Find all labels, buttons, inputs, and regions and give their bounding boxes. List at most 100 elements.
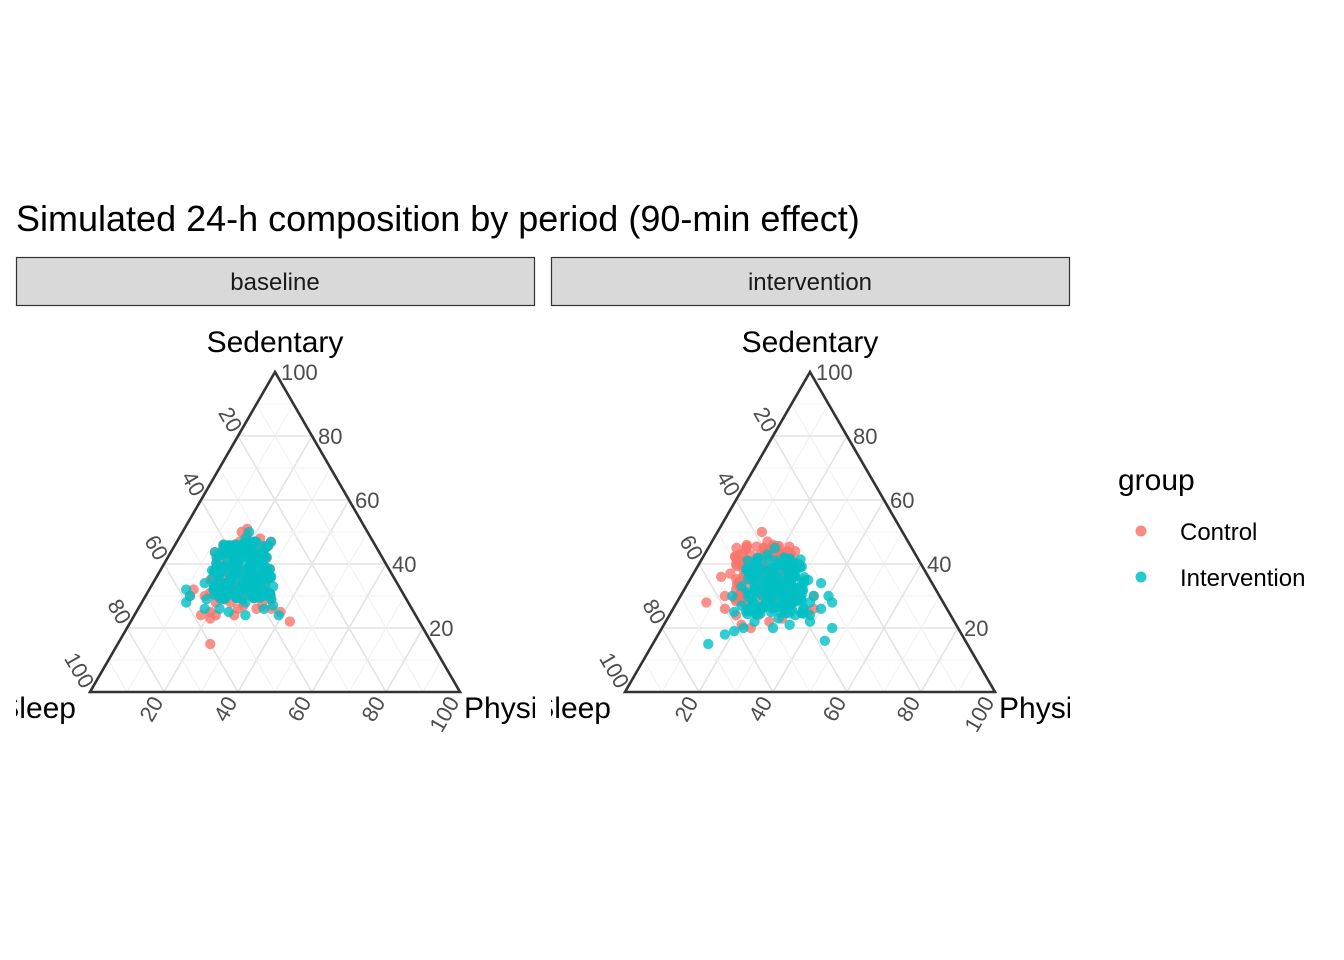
facet-strip-label-intervention: intervention — [748, 269, 872, 296]
data-point-intervention — [782, 589, 793, 601]
data-point-intervention — [223, 606, 234, 618]
data-point-intervention — [223, 589, 235, 600]
ternary-panel-baseline: 202020404040606060808080100100100Sedenta… — [0, 326, 535, 736]
axis-title-sedentary: Sedentary — [207, 326, 344, 359]
data-point-control — [731, 573, 742, 585]
data-point-control — [719, 603, 731, 614]
gridline-physical-activity — [422, 659, 442, 693]
gridline-sleep — [108, 659, 128, 693]
data-point-intervention — [769, 542, 781, 554]
data-point-control — [751, 541, 762, 552]
axis-title-sleep: Sleep — [0, 692, 76, 725]
tick-label-physical-activity: 100 — [959, 692, 999, 736]
data-point-intervention — [761, 594, 772, 606]
data-point-intervention — [229, 539, 241, 550]
data-point-intervention — [789, 570, 801, 582]
data-point-intervention — [764, 576, 775, 587]
data-point-intervention — [231, 559, 242, 570]
gridline-physical-activity — [274, 531, 368, 693]
tick-label-physical-activity: 80 — [356, 692, 390, 726]
gridline-sleep — [256, 403, 424, 693]
data-point-intervention — [815, 578, 827, 589]
tick-label-sedentary: 100 — [281, 360, 318, 385]
tick-label-physical-activity: 20 — [669, 692, 703, 726]
data-point-intervention — [258, 603, 270, 614]
data-point-intervention — [762, 567, 774, 579]
gridline-sleep — [219, 467, 350, 693]
gridline-physical-activity — [126, 403, 294, 693]
legend-title: group — [1118, 464, 1195, 497]
data-point-intervention — [181, 597, 192, 608]
data-point-intervention — [239, 582, 251, 594]
data-point-intervention — [784, 619, 795, 630]
gridline-physical-activity — [348, 595, 405, 693]
tick-label-physical-activity: 40 — [743, 692, 777, 726]
data-point-intervention — [738, 622, 749, 634]
tick-label-physical-activity: 100 — [424, 692, 464, 736]
data-point-control — [741, 541, 752, 553]
gridline-physical-activity — [846, 563, 922, 693]
data-point-intervention — [762, 554, 773, 565]
data-point-control — [284, 616, 295, 627]
data-point-intervention — [778, 562, 790, 574]
data-point-intervention — [264, 587, 275, 599]
data-point-intervention — [247, 574, 259, 586]
tick-label-sedentary: 20 — [429, 616, 453, 641]
data-point-control — [719, 590, 731, 602]
tick-label-sleep: 60 — [674, 531, 708, 565]
data-point-intervention — [719, 629, 731, 640]
data-point-intervention — [231, 567, 242, 579]
data-point-intervention — [199, 578, 210, 589]
data-point-intervention — [214, 603, 225, 614]
tick-label-sleep: 40 — [176, 467, 210, 501]
tick-label-sleep: 80 — [637, 595, 671, 629]
gridline-physical-activity — [809, 531, 903, 693]
tick-label-sedentary: 40 — [927, 552, 951, 577]
tick-label-sedentary: 60 — [355, 488, 379, 513]
data-point-intervention — [728, 606, 740, 618]
gridline-physical-activity — [385, 627, 424, 693]
legend: group Control Intervention — [1118, 464, 1305, 592]
data-point-intervention — [181, 584, 192, 595]
data-point-intervention — [751, 609, 762, 620]
tick-label-sleep: 40 — [711, 467, 745, 501]
ternary-border — [87, 369, 463, 694]
data-point-intervention — [201, 594, 212, 605]
tick-label-physical-activity: 40 — [208, 692, 242, 726]
data-point-control — [251, 603, 262, 614]
data-point-intervention — [779, 554, 791, 566]
facet-strip-intervention — [550, 256, 1071, 307]
data-point-control — [205, 638, 216, 650]
data-point-control — [205, 613, 216, 624]
data-point-intervention — [798, 608, 809, 619]
data-points — [181, 523, 295, 650]
gridline-sleep — [126, 627, 165, 693]
data-point-control — [716, 571, 727, 582]
data-point-control — [701, 597, 712, 608]
gridline-physical-activity — [883, 595, 940, 693]
data-point-intervention — [199, 603, 210, 614]
tick-label-sleep: 20 — [748, 403, 782, 437]
tick-label-sedentary: 80 — [318, 424, 342, 449]
data-point-intervention — [774, 575, 786, 587]
axis-title-sedentary: Sedentary — [742, 326, 879, 359]
tick-label-sedentary: 100 — [816, 360, 853, 385]
data-point-intervention — [250, 553, 261, 564]
gridline-physical-activity — [920, 627, 959, 693]
data-point-intervention — [727, 590, 738, 602]
tick-label-sedentary: 80 — [853, 424, 877, 449]
data-point-intervention — [214, 593, 226, 604]
data-point-intervention — [248, 589, 259, 600]
facet-baseline: baseline 2020204040406060608080801001001… — [0, 256, 536, 736]
data-point-intervention — [230, 582, 242, 593]
data-point-intervention — [223, 566, 234, 577]
gridline-sleep — [661, 627, 700, 693]
ternary-grid — [108, 403, 442, 693]
facet-intervention: intervention 202020404040606060808080100… — [550, 256, 1071, 736]
data-point-intervention — [264, 563, 276, 575]
data-point-intervention — [767, 622, 779, 634]
legend-label-control: Control — [1180, 519, 1257, 546]
tick-label-physical-activity: 80 — [891, 692, 925, 726]
ternary-border — [622, 369, 998, 694]
